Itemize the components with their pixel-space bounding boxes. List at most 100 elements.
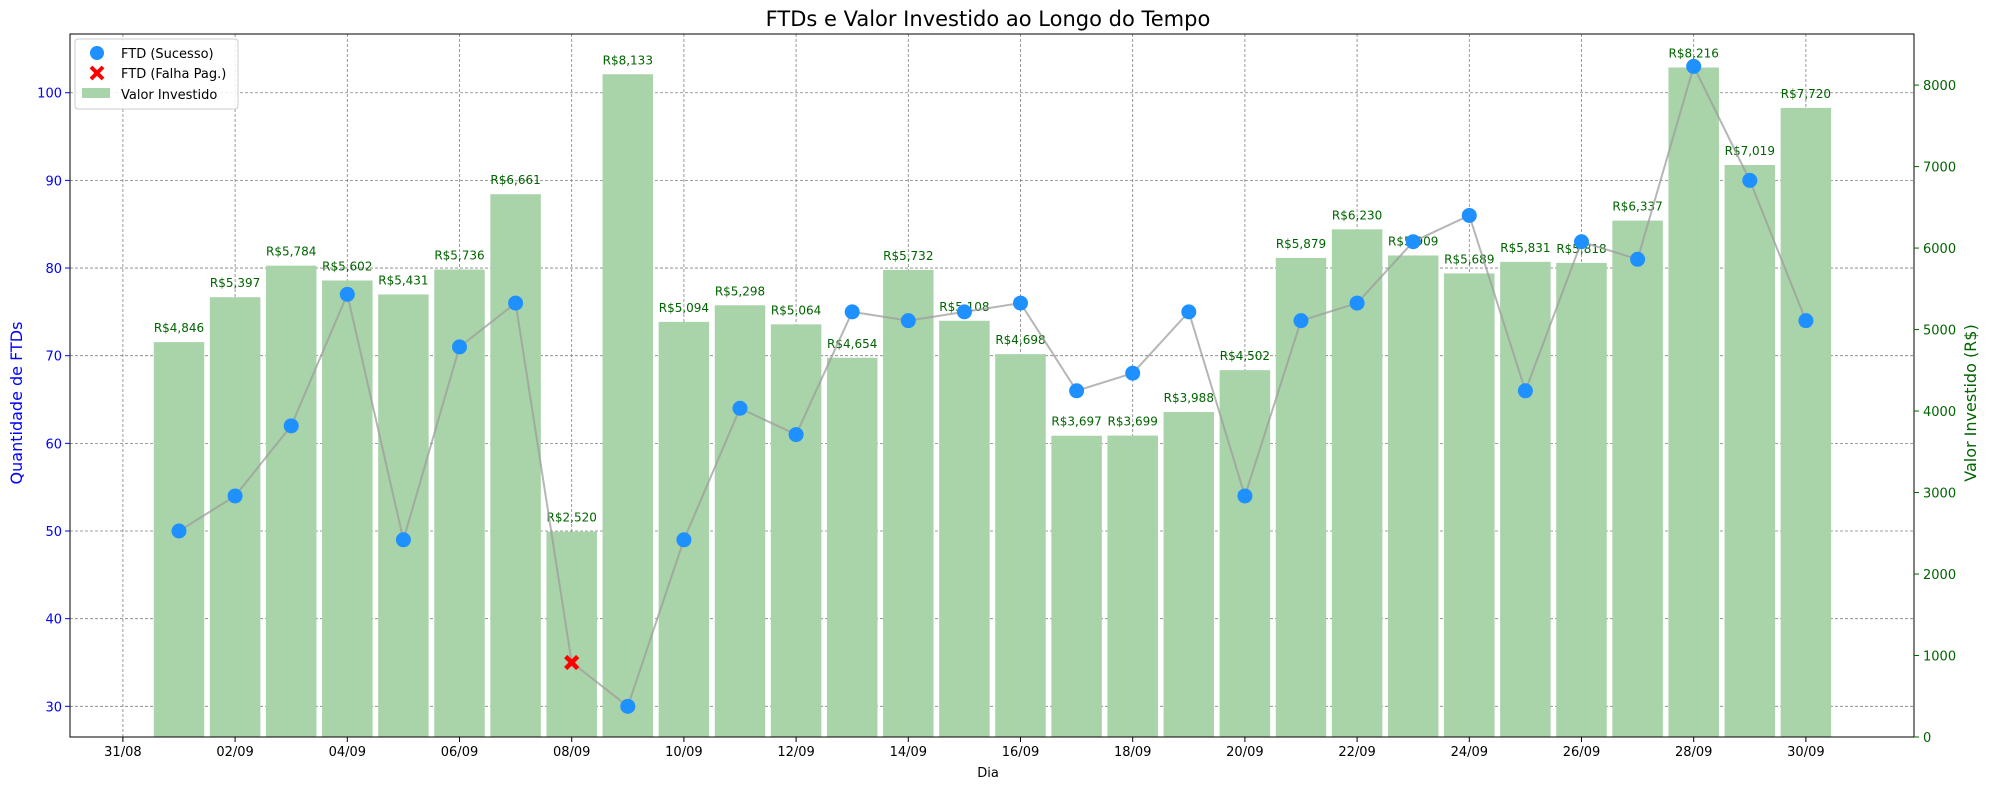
x-tick-label: 31/08 <box>104 745 141 760</box>
invested-bar-label: R$3,697 <box>1051 415 1101 429</box>
invested-bar <box>1331 229 1383 737</box>
right-y-tick-label: 1000 <box>1923 650 1956 665</box>
x-tick-label: 24/09 <box>1451 745 1488 760</box>
invested-bar <box>939 320 990 737</box>
invested-bar-label: R$6,661 <box>490 173 540 187</box>
ftd-success-point <box>1013 295 1028 311</box>
x-tick-label: 02/09 <box>216 745 253 760</box>
legend-failure-marker <box>89 65 105 81</box>
left-y-tick-label: 80 <box>45 262 62 277</box>
right-y-tick-label: 3000 <box>1923 487 1956 502</box>
invested-bars <box>153 67 1832 738</box>
invested-bar-label: R$6,337 <box>1612 200 1662 214</box>
invested-bar-label: R$5,732 <box>883 249 933 263</box>
ftd-success-point <box>732 400 748 416</box>
invested-bar <box>153 342 205 737</box>
legend: FTD (Sucesso) FTD (Falha Pag.) Valor Inv… <box>74 38 239 110</box>
invested-bar <box>1444 273 1495 737</box>
invested-bar <box>322 280 373 737</box>
ftd-points <box>171 58 1814 714</box>
right-y-tick-label: 7000 <box>1923 161 1956 176</box>
ftd-success-point <box>1405 234 1421 250</box>
ftd-success-point <box>1181 304 1197 320</box>
invested-bar <box>546 531 597 737</box>
ftd-success-point <box>283 418 299 434</box>
x-tick-label: 04/09 <box>329 745 366 760</box>
legend-success-label: FTD (Sucesso) <box>121 47 214 62</box>
chart-title: FTDs e Valor Investido ao Longo do Tempo <box>766 7 1211 31</box>
invested-bar-label: R$6,230 <box>1332 208 1382 222</box>
right-y-tick-label: 2000 <box>1923 568 1956 583</box>
invested-bar <box>1107 435 1158 737</box>
left-y-tick-label: 40 <box>45 613 62 628</box>
ftd-success-point <box>1574 234 1589 250</box>
invested-bar <box>770 324 822 737</box>
right-y-tick-label: 8000 <box>1923 79 1956 94</box>
ftd-success-point <box>844 304 860 320</box>
ftd-success-point <box>788 427 804 443</box>
invested-bar-label: R$4,846 <box>154 321 204 335</box>
ftd-line <box>178 63 1807 708</box>
right-y-tick-label: 4000 <box>1923 405 1956 420</box>
invested-bar <box>1275 257 1327 737</box>
left-y-tick-label: 100 <box>37 87 62 102</box>
left-y-axis-label: Quantidade de FTDs <box>7 322 26 485</box>
invested-bar <box>995 354 1046 737</box>
legend-success-marker <box>90 46 104 60</box>
invested-bar-label: R$5,736 <box>434 249 484 263</box>
ftd-success-point <box>676 532 692 548</box>
ftd-success-point <box>508 295 524 311</box>
ftd-success-point <box>900 313 916 329</box>
invested-bar-label: R$5,602 <box>322 260 372 274</box>
x-tick-label: 30/09 <box>1787 745 1824 760</box>
ftd-success-point <box>171 523 187 539</box>
invested-bar-label: R$5,064 <box>771 303 821 317</box>
x-tick-label: 20/09 <box>1226 745 1263 760</box>
legend-box <box>74 38 239 110</box>
invested-bar-label: R$2,520 <box>547 511 597 525</box>
invested-bar-label: R$5,784 <box>266 245 316 259</box>
invested-bar <box>1387 255 1439 737</box>
ftd-success-point <box>620 698 636 714</box>
left-y-tick-label: 50 <box>45 525 62 540</box>
x-tick-label: 22/09 <box>1338 745 1375 760</box>
invested-bar <box>265 265 317 737</box>
invested-bar-label: R$5,397 <box>210 276 260 290</box>
right-y-tick-label: 5000 <box>1923 324 1956 339</box>
invested-bar <box>826 357 878 737</box>
invested-bar <box>378 294 429 737</box>
invested-bar <box>602 74 654 737</box>
left-y-axis: 30 40 50 60 70 80 90 100 <box>37 87 70 715</box>
x-tick-label: 08/09 <box>553 745 590 760</box>
invested-bar <box>658 321 710 737</box>
legend-invested-label: Valor Investido <box>121 88 217 103</box>
ftd-success-point <box>956 304 972 320</box>
ftd-success-point <box>1293 313 1309 329</box>
invested-bar-label: R$5,094 <box>659 301 709 315</box>
ftd-success-point <box>339 286 355 302</box>
invested-bar-label: R$3,988 <box>1164 391 1214 405</box>
x-axis: 31/08 02/09 04/09 06/09 08/09 10/09 12/09 14/09… <box>104 737 1825 760</box>
left-y-tick-label: 60 <box>45 437 62 452</box>
x-tick-label: 26/09 <box>1563 745 1600 760</box>
invested-bar <box>209 297 261 737</box>
invested-bar <box>1163 412 1215 737</box>
left-y-tick-label: 70 <box>45 350 62 365</box>
left-y-tick-label: 90 <box>45 174 62 189</box>
invested-bar-labels: R$4,846 R$5,397 R$5,784 R$5,602 R$5,431 R$5,7… <box>154 46 1831 524</box>
ftd-success-point <box>1686 58 1702 74</box>
invested-bar-label: R$5,689 <box>1444 252 1494 266</box>
right-y-axis-label: Valor Investido (R$) <box>1961 324 1980 481</box>
ftd-success-point <box>1517 383 1533 399</box>
invested-bar-label: R$5,298 <box>715 284 765 298</box>
ftd-success-point <box>227 488 243 504</box>
ftd-success-point <box>1125 365 1141 381</box>
ftd-success-point <box>1798 313 1814 329</box>
x-axis-label: Dia <box>977 766 999 781</box>
ftd-success-point <box>1742 172 1758 188</box>
left-y-tick-label: 30 <box>45 700 62 715</box>
x-tick-label: 06/09 <box>441 745 478 760</box>
invested-bar-label: R$5,831 <box>1500 241 1550 255</box>
invested-bar-label: R$8,216 <box>1669 46 1719 60</box>
